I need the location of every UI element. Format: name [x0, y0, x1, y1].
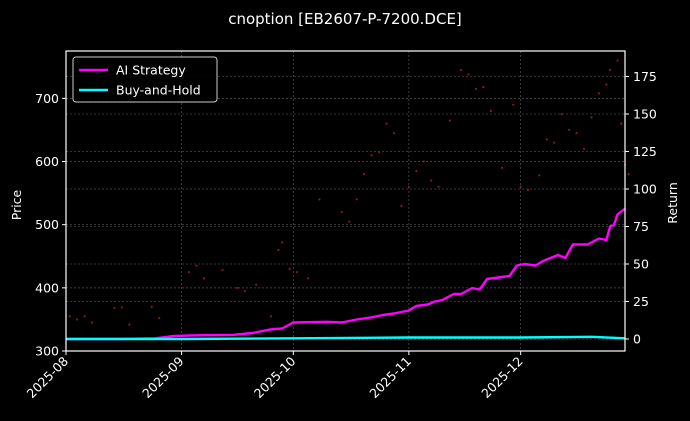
y-right-tick-label: 75 [633, 219, 649, 234]
y-right-tick-label: 0 [633, 332, 641, 347]
price-point [269, 315, 273, 318]
price-point [187, 270, 191, 274]
series-line-buy-and-hold [66, 335, 626, 341]
price-point [437, 185, 440, 188]
price-point [553, 141, 556, 144]
price-point [221, 269, 224, 272]
price-point [616, 59, 619, 62]
price-point [295, 270, 299, 274]
price-point [377, 150, 381, 154]
price-point [236, 286, 239, 289]
y-right-tick-label: 125 [633, 144, 657, 159]
right-axis-label: Return [665, 182, 680, 223]
price-point [582, 147, 586, 150]
price-point [500, 166, 504, 169]
price-point [370, 154, 373, 157]
y-right-tick-label: 100 [633, 182, 657, 197]
legend-label-buy-and-hold: Buy-and-Hold [116, 83, 201, 98]
y-right-tick-label: 50 [633, 257, 649, 272]
price-point [90, 321, 94, 324]
price-point [277, 248, 280, 252]
price-point [348, 220, 351, 223]
price-point [538, 174, 541, 177]
y-left-tick-label: 400 [35, 280, 59, 295]
series-lines [66, 207, 626, 341]
legend-box [72, 56, 218, 103]
price-point [545, 138, 548, 141]
price-point [430, 179, 433, 182]
y-right-tick-label: 150 [633, 107, 657, 122]
price-point [392, 132, 396, 135]
price-point [307, 277, 310, 280]
price-point [512, 103, 515, 106]
price-point [120, 306, 123, 309]
price-point [150, 305, 153, 308]
price-point [527, 188, 530, 192]
price-point [158, 317, 161, 320]
price-point [128, 323, 131, 326]
price-point [605, 83, 608, 86]
price-point [560, 113, 563, 116]
price-point [195, 264, 198, 267]
legend-label-ai-strategy: AI Strategy [116, 63, 186, 78]
price-point [459, 68, 463, 72]
price-point [202, 277, 205, 280]
price-point [363, 173, 366, 176]
plot-frame [65, 50, 626, 352]
legend: AI Strategy Buy-and-Hold [72, 56, 218, 103]
price-point [254, 283, 258, 286]
price-point [482, 85, 485, 89]
price-point [590, 116, 593, 119]
price-point [448, 119, 451, 122]
price-scatter-points [68, 59, 630, 326]
price-point [113, 306, 116, 310]
price-point [243, 289, 246, 293]
price-point [575, 132, 578, 135]
y-left-tick-label: 600 [35, 154, 59, 169]
price-point [340, 210, 343, 214]
price-point [400, 204, 403, 207]
price-point [288, 267, 291, 270]
price-point [76, 318, 79, 321]
price-point [627, 173, 630, 176]
price-point [318, 198, 321, 201]
y-right-tick-label: 175 [633, 69, 657, 84]
price-point [519, 185, 522, 188]
price-point [568, 128, 571, 132]
price-point [83, 315, 86, 318]
series-line-ai-strategy [66, 207, 626, 341]
price-point [489, 109, 492, 113]
price-point [422, 160, 425, 163]
left-y-axis: 300 400 500 600 700 [35, 91, 66, 359]
y-left-tick-label: 300 [35, 344, 59, 359]
left-axis-label: Price [9, 189, 24, 220]
y-left-tick-label: 700 [35, 91, 59, 106]
price-point [355, 198, 358, 201]
price-point [620, 122, 623, 125]
y-left-tick-label: 500 [35, 217, 59, 232]
price-point [608, 68, 612, 72]
y-right-tick-label: 25 [633, 294, 649, 309]
chart-title: cnoption [EB2607-P-7200.DCE] [228, 10, 462, 28]
price-point [597, 92, 601, 95]
grid-lines [65, 51, 625, 352]
price-point [385, 122, 388, 125]
price-point [68, 315, 71, 318]
price-point [415, 169, 418, 173]
right-y-axis: 0 25 50 75 100 125 150 175 [625, 69, 657, 347]
price-point [281, 241, 284, 244]
price-point [474, 87, 478, 90]
price-point [467, 73, 470, 76]
price-point [407, 185, 410, 188]
